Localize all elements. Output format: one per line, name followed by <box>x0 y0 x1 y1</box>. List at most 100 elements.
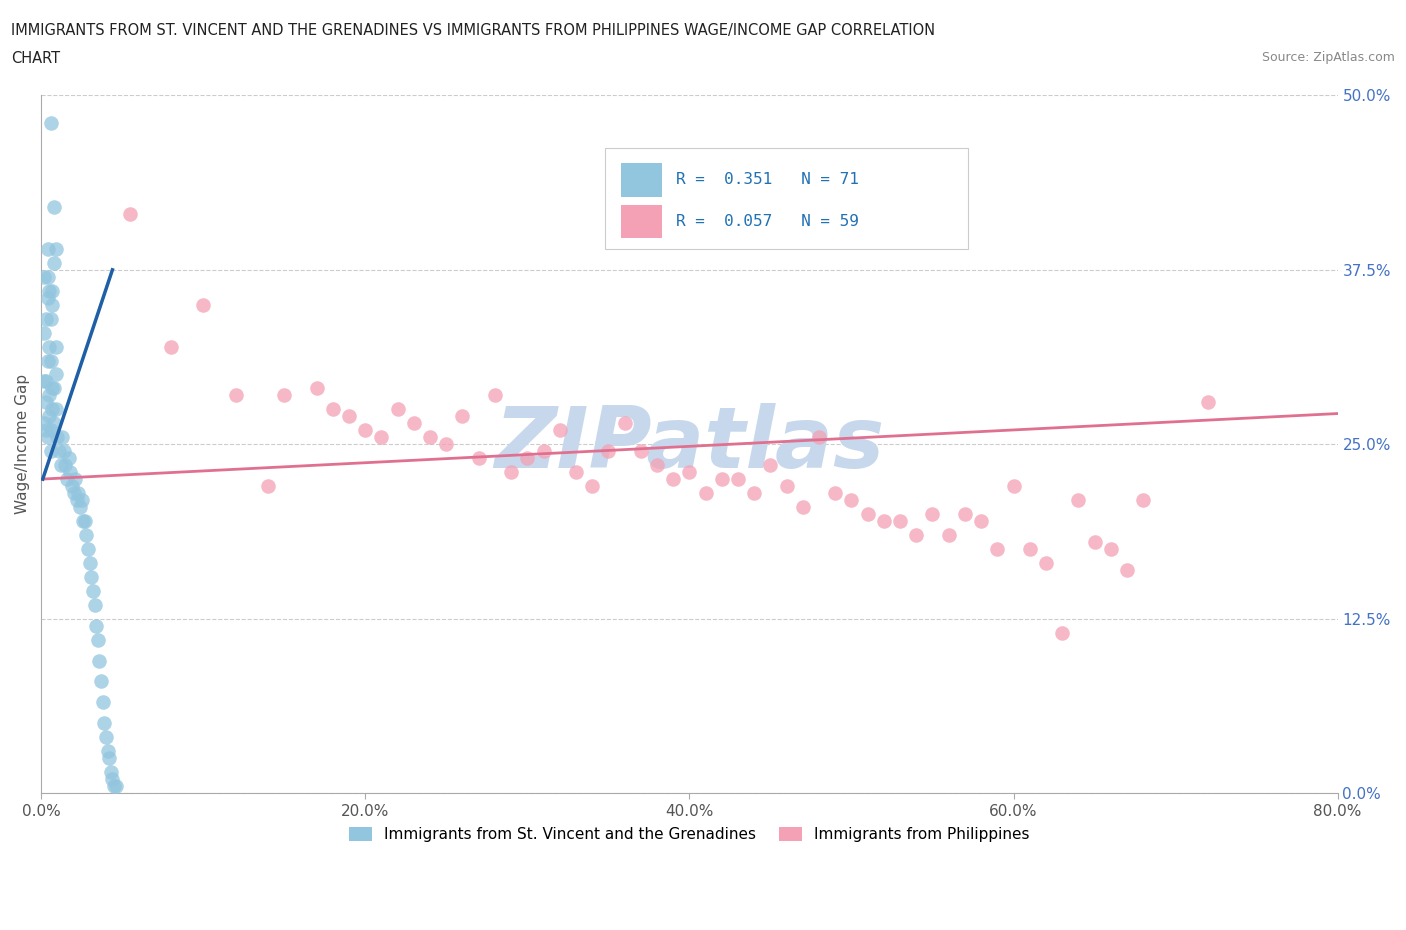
Point <box>516 451 538 466</box>
Point <box>60 479 83 494</box>
Point <box>38 409 60 424</box>
Point <box>80 569 103 584</box>
Point <box>39 353 62 368</box>
Point <box>159 339 181 354</box>
Point <box>921 507 943 522</box>
Point <box>1018 541 1040 556</box>
FancyBboxPatch shape <box>620 205 662 238</box>
Point <box>613 416 636 431</box>
Point <box>1099 541 1122 556</box>
Point <box>94 730 117 745</box>
Point <box>90 674 112 689</box>
FancyBboxPatch shape <box>620 163 662 196</box>
Point <box>678 465 700 480</box>
Point <box>710 472 733 486</box>
Point <box>98 751 121 765</box>
Point <box>370 430 392 445</box>
Point <box>34 374 56 389</box>
Point <box>35 312 58 326</box>
Point <box>120 206 142 221</box>
Point <box>82 583 104 598</box>
Point <box>39 423 62 438</box>
Text: Source: ZipAtlas.com: Source: ZipAtlas.com <box>1261 51 1395 64</box>
Point <box>42 381 65 396</box>
Point <box>67 485 90 500</box>
Point <box>42 256 65 271</box>
Point <box>41 298 63 312</box>
Point <box>84 618 107 633</box>
Point <box>630 444 652 458</box>
Point <box>66 493 89 508</box>
Point <box>841 493 863 508</box>
Point <box>548 423 571 438</box>
Point <box>727 472 749 486</box>
Point <box>45 242 67 257</box>
Point <box>1197 395 1219 410</box>
Point <box>93 716 115 731</box>
Point <box>39 312 62 326</box>
Point <box>1035 555 1057 570</box>
Point <box>55 458 77 472</box>
Point <box>34 270 56 285</box>
Point <box>42 200 65 215</box>
Point <box>873 513 896 528</box>
Point <box>662 472 685 486</box>
Point <box>79 555 101 570</box>
Point <box>565 465 588 480</box>
Y-axis label: Wage/Income Gap: Wage/Income Gap <box>15 374 30 514</box>
Point <box>49 458 72 472</box>
Point <box>39 116 62 131</box>
Point <box>808 430 831 445</box>
Point <box>225 388 247 403</box>
Point <box>37 430 59 445</box>
Point <box>37 353 59 368</box>
Point <box>856 507 879 522</box>
Point <box>889 513 911 528</box>
Point <box>87 632 110 647</box>
Point <box>775 479 797 494</box>
Point <box>48 444 70 458</box>
Point <box>695 485 717 500</box>
Point <box>89 653 111 668</box>
Point <box>986 541 1008 556</box>
Point <box>45 367 67 382</box>
Point <box>1083 535 1105 550</box>
Point <box>484 388 506 403</box>
Point <box>905 527 928 542</box>
Point <box>41 402 63 417</box>
Point <box>273 388 295 403</box>
Point <box>1067 493 1090 508</box>
Point <box>434 437 457 452</box>
Text: CHART: CHART <box>11 51 60 66</box>
Point <box>59 465 82 480</box>
Point <box>41 284 63 299</box>
Point <box>419 430 441 445</box>
Point <box>742 485 765 500</box>
Point <box>103 778 125 793</box>
Point <box>76 527 98 542</box>
Point <box>402 416 425 431</box>
Point <box>39 444 62 458</box>
Point <box>824 485 846 500</box>
Point <box>1002 479 1025 494</box>
Point <box>52 444 75 458</box>
Point <box>533 444 555 458</box>
Point <box>73 513 96 528</box>
Point <box>51 430 73 445</box>
Point <box>953 507 976 522</box>
Point <box>56 472 79 486</box>
Point <box>759 458 782 472</box>
FancyBboxPatch shape <box>605 148 969 249</box>
Point <box>37 242 59 257</box>
Point <box>970 513 993 528</box>
Point <box>38 388 60 403</box>
Point <box>70 493 93 508</box>
Text: IMMIGRANTS FROM ST. VINCENT AND THE GRENADINES VS IMMIGRANTS FROM PHILIPPINES WA: IMMIGRANTS FROM ST. VINCENT AND THE GREN… <box>11 23 935 38</box>
Point <box>72 513 94 528</box>
Point <box>467 451 489 466</box>
Legend: Immigrants from St. Vincent and the Grenadines, Immigrants from Philippines: Immigrants from St. Vincent and the Gren… <box>343 821 1036 848</box>
Text: ZIPatlas: ZIPatlas <box>495 403 884 485</box>
Point <box>598 444 620 458</box>
Point <box>305 381 328 396</box>
Point <box>34 326 56 340</box>
